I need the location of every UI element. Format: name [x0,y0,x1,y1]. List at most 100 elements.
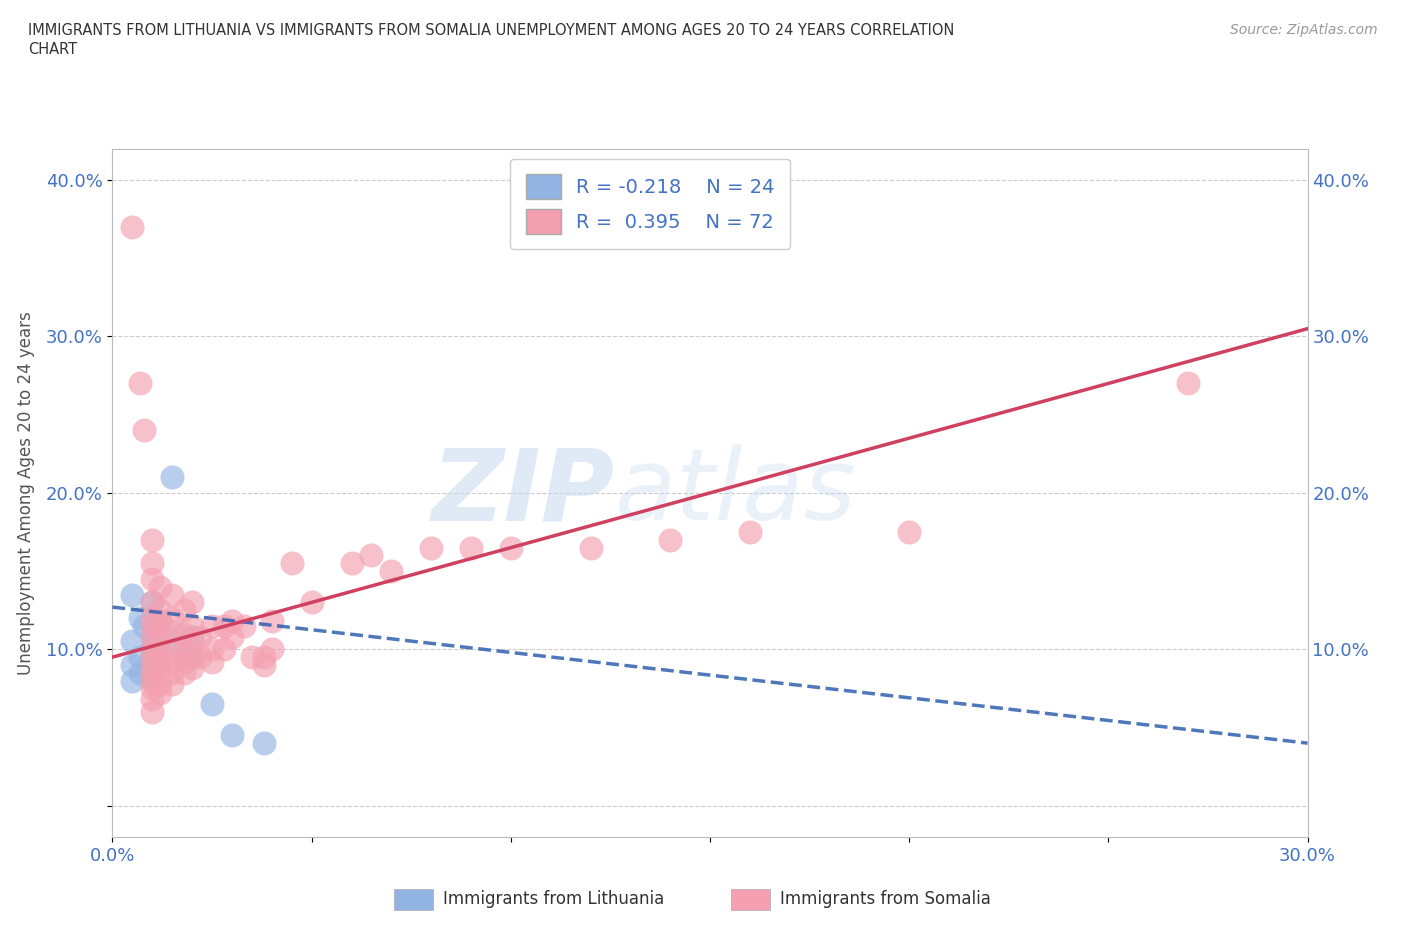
Point [121,673,143,688]
Point [121,658,143,672]
Point [141,692,163,707]
Text: ZIP: ZIP [432,445,614,541]
Point [212,642,235,657]
Point [141,665,163,680]
Point [141,681,163,696]
Point [181,595,204,610]
Point [188,650,211,665]
Point [141,532,163,547]
Point [579,540,602,555]
Point [1177,376,1199,391]
Point [141,572,163,587]
Point [141,642,163,657]
Point [149,665,172,680]
Point [253,736,276,751]
Point [181,630,204,644]
Point [162,665,183,680]
Point [141,595,163,610]
Point [162,587,183,602]
Point [460,540,482,555]
Point [898,525,921,539]
Point [260,642,283,657]
Point [659,532,682,547]
Point [149,645,172,660]
Point [738,525,761,539]
Point [141,630,163,644]
Point [149,603,172,618]
Text: atlas: atlas [614,445,856,541]
Point [221,630,243,644]
Point [141,673,163,688]
Point [253,658,276,672]
Point [149,655,172,670]
Point [201,697,224,711]
Point [173,642,195,657]
Point [173,650,195,665]
Point [340,556,363,571]
Point [188,630,211,644]
Point [221,614,243,629]
Point [149,579,172,594]
Point [221,728,243,743]
Point [173,665,195,680]
Point [129,376,152,391]
Point [181,660,204,675]
Point [201,618,224,633]
Point [134,423,156,438]
Point [129,665,152,680]
Point [181,650,204,665]
Point [149,614,172,629]
Point [149,655,172,670]
Text: Immigrants from Somalia: Immigrants from Somalia [780,890,991,909]
Point [173,603,195,618]
Point [141,618,163,633]
Text: Source: ZipAtlas.com: Source: ZipAtlas.com [1230,23,1378,37]
Point [181,634,204,649]
Point [141,658,163,672]
Point [281,556,304,571]
Point [260,614,283,629]
Point [121,219,143,234]
Y-axis label: Unemployment Among Ages 20 to 24 years: Unemployment Among Ages 20 to 24 years [17,311,35,675]
Text: IMMIGRANTS FROM LITHUANIA VS IMMIGRANTS FROM SOMALIA UNEMPLOYMENT AMONG AGES 20 : IMMIGRANTS FROM LITHUANIA VS IMMIGRANTS … [28,23,955,38]
Point [162,655,183,670]
Point [129,611,152,626]
Point [162,470,183,485]
Point [240,650,263,665]
Text: Immigrants from Lithuania: Immigrants from Lithuania [443,890,664,909]
Point [201,642,224,657]
Point [141,704,163,719]
Point [162,634,183,649]
Point [181,650,204,665]
Point [253,650,276,665]
Point [141,595,163,610]
Legend: R = -0.218    N = 24, R =  0.395    N = 72: R = -0.218 N = 24, R = 0.395 N = 72 [510,158,790,249]
Point [141,626,163,641]
Point [129,650,152,665]
Point [141,660,163,675]
Point [212,618,235,633]
Point [141,673,163,688]
Point [499,540,522,555]
Point [149,630,172,644]
Point [173,655,195,670]
Point [141,611,163,626]
Point [121,634,143,649]
Point [134,618,156,633]
Point [162,676,183,691]
Point [301,595,323,610]
Point [162,611,183,626]
Point [149,685,172,700]
Point [233,618,256,633]
Point [141,642,163,657]
Point [121,587,143,602]
Point [141,650,163,665]
Point [149,614,172,629]
Point [380,564,402,578]
Point [141,556,163,571]
Point [181,618,204,633]
Point [149,676,172,691]
Point [360,548,382,563]
Point [162,623,183,638]
Point [420,540,443,555]
